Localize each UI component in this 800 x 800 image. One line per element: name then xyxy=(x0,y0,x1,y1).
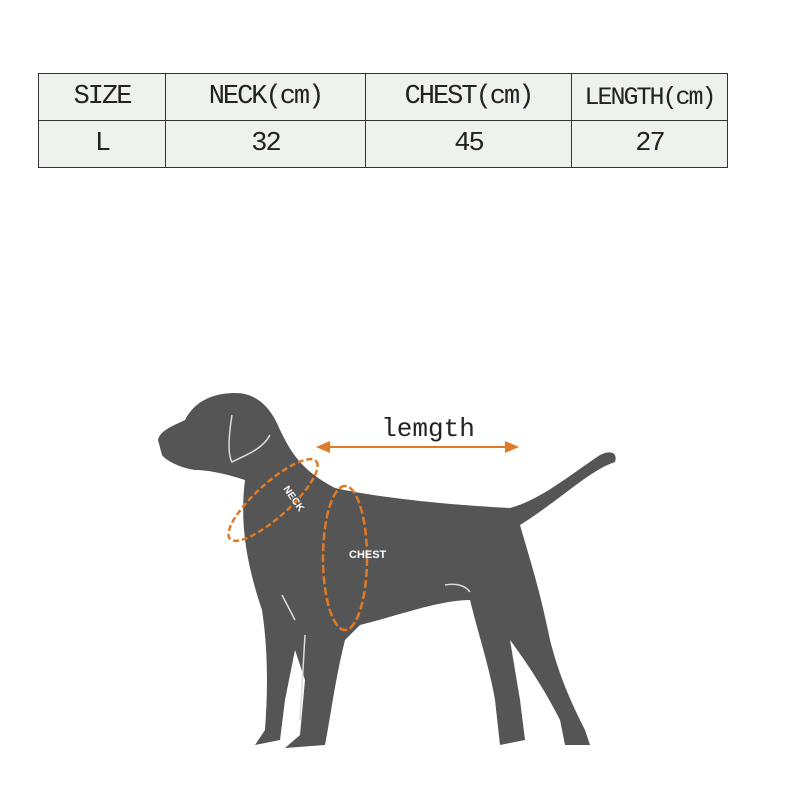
cell-length: 27 xyxy=(571,120,728,168)
table-row: L 32 45 27 xyxy=(38,120,728,168)
header-length: LENGTH(cm) xyxy=(571,73,728,121)
size-table: SIZE NECK(cm) CHEST(cm) LENGTH(cm) L 32 … xyxy=(38,73,728,168)
cell-neck: 32 xyxy=(165,120,366,168)
length-label: lemgth xyxy=(381,414,475,444)
cell-chest: 45 xyxy=(365,120,572,168)
dog-silhouette xyxy=(158,393,616,748)
table-header-row: SIZE NECK(cm) CHEST(cm) LENGTH(cm) xyxy=(38,73,728,121)
ear-outline xyxy=(228,414,271,464)
header-neck: NECK(cm) xyxy=(165,73,366,121)
leg-highlight xyxy=(281,583,471,721)
length-arrow xyxy=(316,441,519,453)
chest-measure-loop xyxy=(321,484,369,632)
chest-label: CHEST xyxy=(349,549,387,561)
neck-measure-loop xyxy=(227,457,319,543)
header-size: SIZE xyxy=(38,73,166,121)
